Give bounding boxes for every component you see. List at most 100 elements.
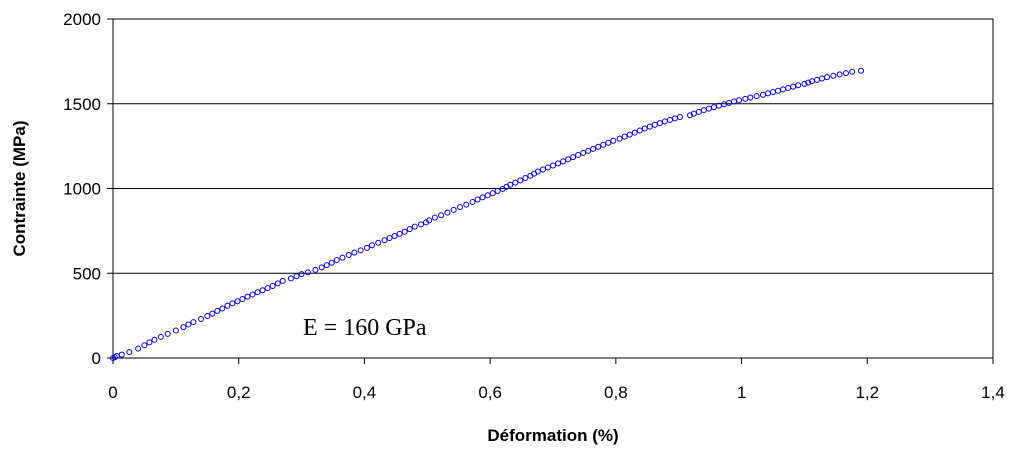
data-point — [656, 120, 663, 127]
data-point — [631, 129, 638, 136]
data-point — [333, 257, 340, 264]
data-point — [244, 293, 251, 300]
gridlines — [113, 103, 993, 274]
x-tick-label: 1,4 — [981, 383, 1005, 402]
data-point — [339, 254, 346, 261]
data-point — [357, 247, 364, 254]
x-axis-title: Déformation (%) — [487, 426, 618, 445]
data-point — [550, 162, 556, 169]
data-point — [770, 89, 776, 96]
data-point — [775, 87, 782, 94]
data-point — [146, 339, 153, 346]
data-point — [726, 99, 732, 106]
data-point — [858, 67, 864, 74]
data-point — [494, 188, 501, 195]
data-point — [418, 221, 424, 228]
data-point — [180, 324, 187, 331]
data-point — [705, 105, 712, 112]
data-point — [753, 93, 760, 100]
x-tick-label: 1 — [737, 383, 746, 402]
data-point — [190, 319, 197, 326]
data-point — [700, 107, 707, 114]
data-point — [484, 192, 491, 199]
data-point — [517, 177, 524, 184]
data-point — [814, 76, 820, 83]
data-point — [198, 316, 204, 323]
data-point — [375, 239, 382, 246]
data-point — [239, 296, 246, 303]
data-point — [345, 251, 352, 258]
x-tick-label: 0,8 — [604, 383, 628, 402]
x-tick-label: 0,6 — [478, 383, 502, 402]
data-point — [411, 223, 418, 230]
data-point — [438, 212, 445, 219]
x-tick-label: 1,2 — [855, 383, 879, 402]
data-point — [512, 179, 519, 186]
data-point — [842, 70, 849, 77]
data-point — [830, 72, 837, 79]
data-point — [141, 342, 148, 349]
data-point — [185, 321, 192, 328]
data-point — [600, 141, 607, 148]
data-point — [406, 226, 413, 233]
data-point — [534, 168, 541, 175]
data-point — [764, 90, 771, 97]
data-point — [590, 145, 597, 152]
data-point — [469, 199, 476, 206]
data-point — [795, 82, 802, 89]
data-point — [489, 190, 496, 197]
data-point — [396, 230, 403, 237]
data-point — [381, 237, 388, 244]
data-point — [450, 206, 457, 213]
data-point — [641, 125, 648, 132]
data-point — [710, 104, 717, 111]
data-point — [479, 194, 486, 201]
data-point — [690, 110, 697, 117]
data-point — [695, 108, 702, 115]
data-point — [785, 84, 792, 91]
data-point — [328, 259, 335, 266]
data-point — [298, 271, 305, 278]
data-point — [595, 143, 602, 150]
data-point — [323, 262, 330, 269]
data-point — [742, 95, 749, 102]
data-point — [759, 91, 766, 98]
data-point — [135, 345, 142, 352]
data-point — [229, 300, 236, 307]
data-point — [610, 137, 617, 144]
data-point — [646, 123, 653, 130]
y-tick-label: 1000 — [63, 180, 101, 199]
data-point — [118, 351, 125, 358]
data-point — [626, 131, 633, 138]
modulus-annotation: E = 160 GPa — [303, 315, 427, 341]
data-point — [585, 147, 592, 154]
data-point — [555, 160, 562, 167]
data-point — [565, 156, 572, 163]
y-tick-label: 0 — [92, 349, 101, 368]
data-point — [214, 307, 221, 314]
data-point — [363, 244, 370, 251]
data-point — [234, 298, 241, 305]
data-point — [819, 75, 826, 82]
data-point — [318, 264, 325, 271]
y-tick-label: 1500 — [63, 95, 101, 114]
axis-ticks: 0 500 1000 1500 2000 0 0,2 0,4 0,6 0,8 1 1,2 1,4 — [63, 10, 1005, 402]
x-tick-label: 0 — [108, 383, 117, 402]
data-point — [151, 336, 158, 343]
data-point — [507, 181, 514, 188]
data-point — [636, 127, 643, 134]
y-axis-title: Contrainte (MPa) — [10, 121, 29, 257]
data-point — [621, 133, 628, 140]
data-point — [575, 151, 582, 158]
data-point — [605, 139, 612, 146]
y-tick-label: 500 — [73, 264, 101, 283]
data-point — [824, 74, 831, 81]
data-point — [720, 101, 727, 108]
data-point — [269, 282, 276, 289]
data-point — [304, 269, 311, 276]
data-point — [463, 201, 470, 208]
data-point — [736, 97, 743, 104]
data-point — [805, 79, 812, 86]
data-point — [209, 310, 216, 317]
